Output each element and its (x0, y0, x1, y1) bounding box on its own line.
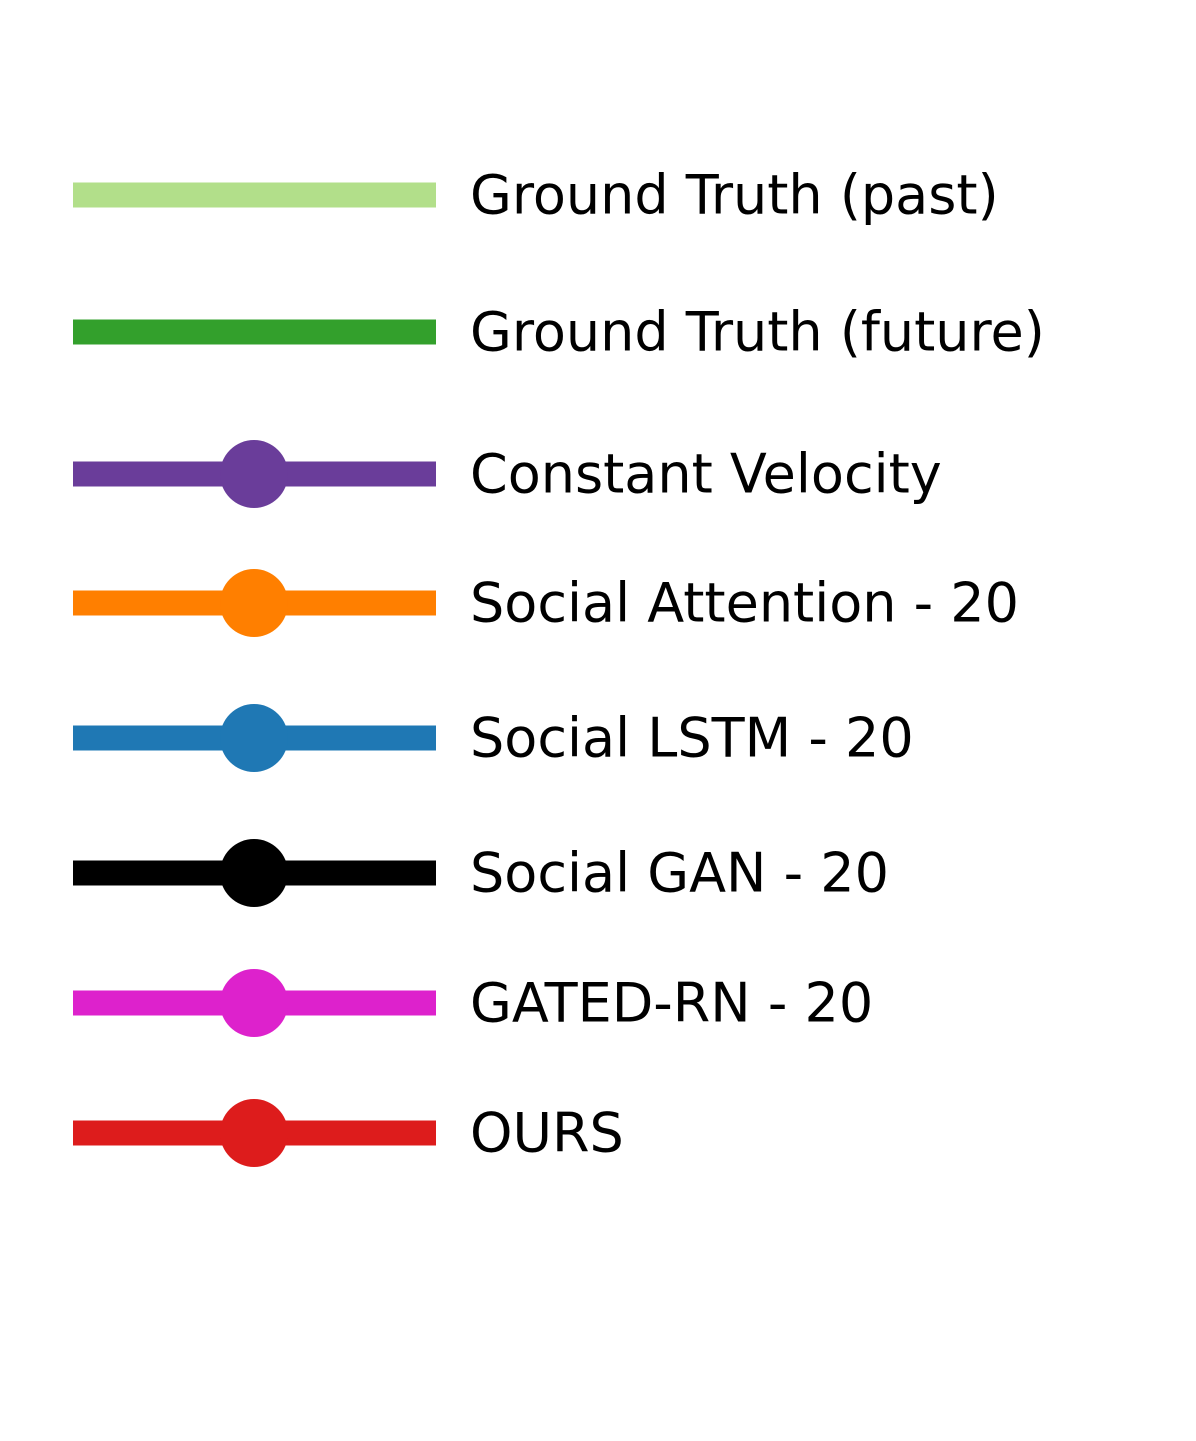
legend-marker (220, 440, 288, 508)
legend-label: Social Attention - 20 (470, 572, 1019, 635)
legend-label: Ground Truth (past) (470, 164, 999, 227)
legend-item: Constant Velocity (73, 440, 942, 508)
legend-item: Ground Truth (past) (73, 164, 999, 227)
line-circle-marker-icon (73, 839, 436, 907)
legend-marker (220, 969, 288, 1037)
legend-item: Social LSTM - 20 (73, 704, 914, 772)
legend-item: GATED-RN - 20 (73, 969, 873, 1037)
line-circle-marker-icon (73, 569, 436, 637)
legend-label: GATED-RN - 20 (470, 972, 873, 1035)
legend-item: Ground Truth (future) (73, 301, 1045, 364)
legend-marker (220, 839, 288, 907)
legend-label: Social LSTM - 20 (470, 707, 914, 770)
legend-item: Social GAN - 20 (73, 839, 889, 907)
legend-marker (220, 704, 288, 772)
legend-label: OURS (470, 1102, 624, 1165)
line-circle-marker-icon (73, 1099, 436, 1167)
legend-label: Ground Truth (future) (470, 301, 1045, 364)
line-circle-marker-icon (73, 969, 436, 1037)
legend-item: OURS (73, 1099, 624, 1167)
legend-label: Social GAN - 20 (470, 842, 889, 905)
line-circle-marker-icon (73, 704, 436, 772)
legend-label: Constant Velocity (470, 443, 942, 506)
line-circle-marker-icon (73, 440, 436, 508)
legend-marker (220, 1099, 288, 1167)
legend-item: Social Attention - 20 (73, 569, 1019, 637)
legend-marker (220, 569, 288, 637)
